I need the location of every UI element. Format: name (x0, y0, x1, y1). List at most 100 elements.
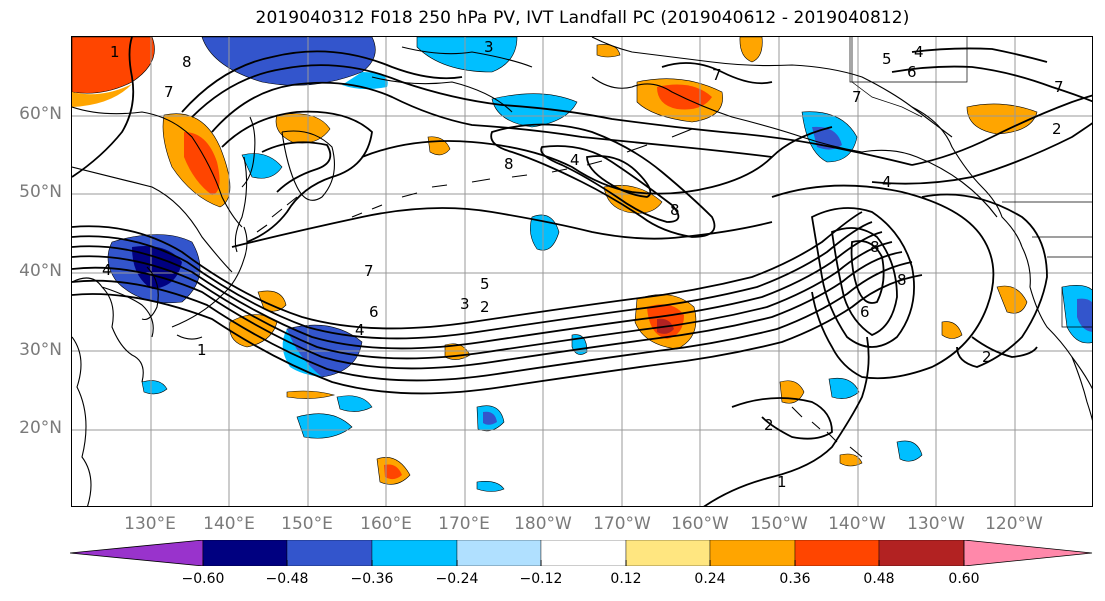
colorbar-tick-label-2: −0.36 (350, 571, 394, 587)
contour-label-2-c: 2 (764, 416, 774, 434)
contour-label-8-b: 8 (182, 53, 192, 71)
shade-red-135e-58n (184, 132, 220, 195)
shade-cool-150e-65n (201, 37, 376, 86)
contour-label-4-a: 4 (355, 321, 365, 339)
lon-label-180w: 180°W (514, 514, 572, 534)
shade-warm-160w-50n (603, 185, 663, 214)
shade-warm-150w-70n (739, 37, 763, 63)
lon-label-150w: 150°W (750, 514, 808, 534)
coast-bering-ne-siberia (371, 46, 533, 113)
lon-label-140w: 140°W (828, 514, 886, 534)
contour-label-7-c: 7 (852, 88, 862, 106)
contour-se-2 (971, 336, 1038, 358)
coast-baja (1071, 356, 1092, 421)
coast-bc-alaska-panhandle (911, 106, 1023, 248)
shade-cool-155e-22n (296, 413, 353, 439)
contour-subtropic-2 (731, 397, 833, 440)
contour-eastpac-low-3 (850, 240, 885, 304)
contour-ne-inner (911, 47, 1048, 63)
coast-kamchatka (281, 130, 335, 201)
colorbar (69, 539, 1100, 570)
shade-cool-155e-22n-light (336, 395, 373, 412)
contour-label-1-c: 1 (110, 43, 120, 61)
contour-mid-loop (361, 126, 833, 195)
contour-north-7 (181, 50, 463, 113)
colorbar-bin-orange (709, 539, 796, 567)
contour-jet-2 (72, 221, 873, 340)
contour-trough-145e (221, 110, 373, 243)
contour-label-5-a: 5 (480, 275, 490, 293)
map-panel: 7 6 5 4 3 2 1 8 4 8 7 3 8 8 6 4 7 2 7 5 … (71, 36, 1093, 507)
contour-labels: 7 6 5 4 3 2 1 8 4 8 7 3 8 8 6 4 7 2 7 5 … (102, 38, 1064, 491)
contour-eastpac-big (771, 184, 995, 380)
contour-subtropic-1 (703, 336, 870, 506)
contour-label-2-a: 2 (480, 298, 490, 316)
colorbar-tick-label-8: 0.48 (863, 571, 895, 587)
contour-label-1-a: 1 (197, 341, 207, 359)
contour-north-ridge (191, 64, 913, 166)
contour-label-7-e: 7 (712, 66, 722, 84)
colorbar-tick-label-0: −0.60 (181, 571, 225, 587)
contour-label-4-c: 4 (882, 173, 892, 191)
contour-cutoff-4 (586, 155, 652, 198)
contour-label-4-e: 4 (102, 261, 112, 279)
colorbar-bin-yellow (625, 539, 711, 567)
contour-eastpac-low (811, 207, 915, 348)
shade-warm-nw-corner-edge (72, 84, 132, 107)
colorbar-tick-label-5: 0.12 (610, 571, 642, 587)
shade-warm-168e-63n (596, 44, 621, 58)
shade-warm-152e-24n (286, 390, 336, 399)
coast-korea (141, 266, 159, 321)
colorbar-tick-label-6: 0.24 (694, 571, 726, 587)
contour-label-8-d: 8 (897, 271, 907, 289)
boundaries (849, 37, 1092, 328)
colorbar-bin-lightblue (456, 539, 542, 567)
shade-warm-138w-31n (941, 321, 963, 339)
contour-jet-7 (72, 274, 923, 395)
contour-eastpac-east (921, 193, 1048, 368)
graticule (72, 37, 1092, 506)
contour-jet-3 (72, 231, 883, 350)
colorbar-bin-blue (286, 539, 373, 567)
contour-label-4-b: 4 (570, 151, 580, 169)
contour-mid-7 (231, 207, 773, 248)
contour-label-1-b: 1 (777, 473, 787, 491)
contour-label-7-b: 7 (164, 83, 174, 101)
contour-label-8-a: 8 (670, 201, 680, 219)
shade-cool-173e-15n (476, 481, 505, 492)
colorbar-tick-label-1: −0.48 (265, 571, 309, 587)
shade-warm-170e-54n (427, 136, 451, 156)
coastlines (72, 37, 1092, 506)
shade-cool-175e-68n (416, 37, 518, 73)
lon-label-160e: 160°E (360, 514, 412, 534)
contour-north-2 (211, 81, 773, 158)
contour-label-6-b: 6 (860, 303, 870, 321)
shade-red-166e-15n (384, 464, 402, 480)
lon-label-160w: 160°W (671, 514, 729, 534)
contour-jet-5 (72, 251, 903, 370)
shade-cool-141w-26n (828, 378, 860, 399)
lat-label-40n: 40°N (19, 261, 62, 281)
contour-label-2-d: 2 (982, 348, 992, 366)
contour-jet-6 (72, 261, 913, 382)
colorbar-tick-label-9: 0.60 (948, 571, 980, 587)
contour-ne-top (891, 65, 1092, 103)
contour-label-4-d: 4 (914, 43, 924, 61)
colorbar-bin-navy (202, 539, 288, 567)
contour-label-8-c: 8 (870, 238, 880, 256)
contour-jet-1 (72, 211, 863, 330)
contour-label-7-d: 7 (1054, 78, 1064, 96)
lat-label-60n: 60°N (19, 104, 62, 124)
shade-cool-145e-52n (241, 153, 283, 179)
contour-ne-4 (871, 122, 1092, 185)
contour-north-8-upper (661, 62, 773, 85)
coast-east-asia (72, 277, 154, 506)
shade-cool-180w-60n (491, 93, 578, 128)
colorbar-bin-red (794, 539, 880, 567)
coast-russia-far-east (72, 106, 243, 273)
shade-cool-180e-22n-mid (483, 411, 497, 425)
colorbar-tick-label-7: 0.36 (779, 571, 811, 587)
contour-label-3-a: 3 (460, 295, 470, 313)
border-alaska-canada (851, 37, 923, 118)
colorbar-bin-darkred (878, 539, 965, 567)
